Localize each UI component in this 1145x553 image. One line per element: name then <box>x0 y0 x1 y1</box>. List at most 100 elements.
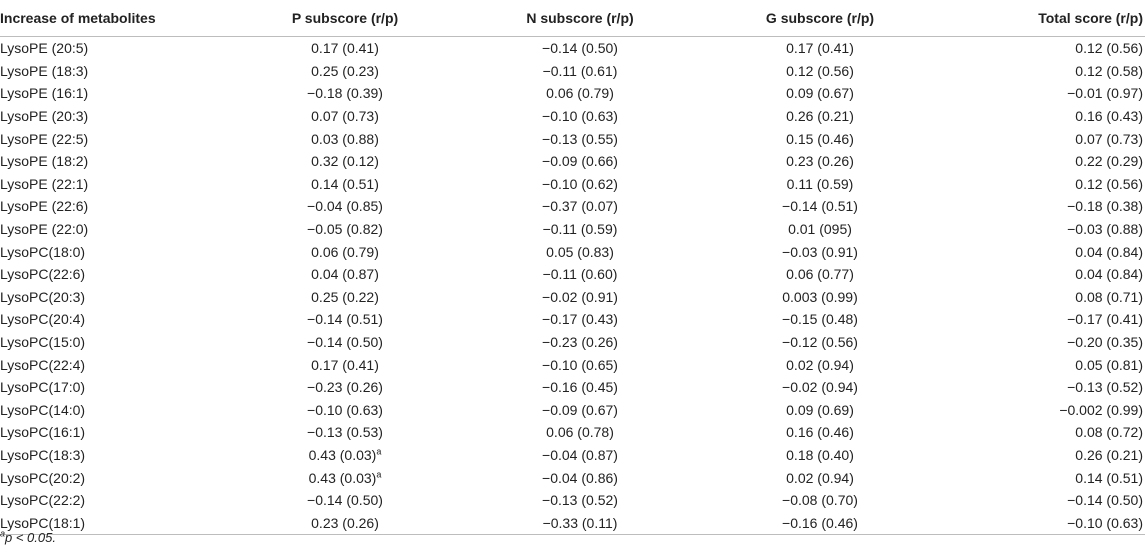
cell-g-subscore-text: −0.12 (0.56) <box>782 334 858 351</box>
cell-p-subscore: −0.18 (0.39) <box>230 82 460 105</box>
cell-n-subscore: −0.17 (0.43) <box>460 308 700 331</box>
cell-p-subscore: 0.25 (0.23) <box>230 60 460 83</box>
cell-n-subscore-text: −0.09 (0.66) <box>542 153 618 170</box>
cell-n-subscore-text: −0.37 (0.07) <box>542 198 618 215</box>
header-g-subscore: G subscore (r/p) <box>700 0 940 37</box>
cell-p-subscore: 0.03 (0.88) <box>230 127 460 150</box>
cell-n-subscore-text: −0.17 (0.43) <box>542 311 618 328</box>
cell-metabolite-text: LysoPC(22:6) <box>0 266 86 283</box>
table-row: LysoPC(16:1) −0.13 (0.53) 0.06 (0.78) 0.16 … <box>0 421 1145 444</box>
cell-total-score-text: 0.26 (0.21) <box>1075 446 1143 463</box>
cell-n-subscore: −0.11 (0.61) <box>460 60 700 83</box>
cell-g-subscore: −0.16 (0.46) <box>700 511 940 536</box>
cell-metabolite-text: LysoPE (22:5) <box>0 130 89 147</box>
cell-g-subscore: 0.02 (0.94) <box>700 466 940 489</box>
cell-g-subscore: 0.18 (0.40) <box>700 444 940 467</box>
cell-metabolite-text: LysoPE (18:3) <box>0 62 89 79</box>
cell-p-subscore-text: 0.23 (0.26) <box>311 514 379 531</box>
cell-p-subscore: 0.17 (0.41) <box>230 37 460 60</box>
cell-metabolite: LysoPE (18:2) <box>0 150 230 173</box>
table-body: LysoPE (20:5) 0.17 (0.41) −0.14 (0.50) 0.17… <box>0 37 1145 536</box>
table-row: LysoPC(18:1) 0.23 (0.26) −0.33 (0.11) −0.16… <box>0 511 1145 536</box>
cell-g-subscore-text: 0.15 (0.46) <box>786 130 854 147</box>
cell-g-subscore: 0.09 (0.69) <box>700 399 940 422</box>
cell-metabolite-text: LysoPC(22:4) <box>0 356 86 373</box>
cell-g-subscore-text: 0.02 (0.94) <box>786 469 854 486</box>
cell-g-subscore: 0.003 (0.99) <box>700 286 940 309</box>
table-row: LysoPE (20:5) 0.17 (0.41) −0.14 (0.50) 0.17… <box>0 37 1145 60</box>
cell-n-subscore: −0.04 (0.87) <box>460 444 700 467</box>
cell-metabolite: LysoPE (22:1) <box>0 173 230 196</box>
table-row: LysoPC(17:0) −0.23 (0.26) −0.16 (0.45) −0.0… <box>0 376 1145 399</box>
cell-n-subscore-text: 0.06 (0.78) <box>546 424 614 441</box>
cell-p-subscore-text: 0.25 (0.22) <box>311 288 379 305</box>
cell-g-subscore-text: −0.03 (0.91) <box>782 243 858 260</box>
table-row: LysoPC(22:4) 0.17 (0.41) −0.10 (0.65) 0.02 … <box>0 353 1145 376</box>
cell-g-subscore-text: 0.18 (0.40) <box>786 446 854 463</box>
cell-g-subscore: 0.26 (0.21) <box>700 105 940 128</box>
cell-total-score: −0.18 (0.38) <box>940 195 1145 218</box>
cell-p-subscore: 0.32 (0.12) <box>230 150 460 173</box>
cell-n-subscore: −0.02 (0.91) <box>460 286 700 309</box>
cell-n-subscore-text: −0.04 (0.86) <box>542 469 618 486</box>
cell-n-subscore-text: −0.10 (0.62) <box>542 175 618 192</box>
table-row: LysoPC(18:0) 0.06 (0.79) 0.05 (0.83) −0.03 … <box>0 240 1145 263</box>
cell-metabolite-text: LysoPC(18:0) <box>0 243 86 260</box>
cell-metabolite: LysoPC(20:2) <box>0 466 230 489</box>
cell-total-score-text: 0.07 (0.73) <box>1075 130 1143 147</box>
cell-p-subscore: 0.06 (0.79) <box>230 240 460 263</box>
cell-n-subscore-text: −0.11 (0.60) <box>542 266 618 283</box>
cell-total-score-text: −0.18 (0.38) <box>1067 198 1143 215</box>
significance-marker: a <box>376 468 382 479</box>
cell-p-subscore-text: −0.04 (0.85) <box>307 198 383 215</box>
cell-metabolite: LysoPC(20:3) <box>0 286 230 309</box>
cell-p-subscore-text: −0.23 (0.26) <box>307 379 383 396</box>
cell-total-score: 0.08 (0.71) <box>940 286 1145 309</box>
cell-p-subscore: 0.14 (0.51) <box>230 173 460 196</box>
cell-metabolite: LysoPC(18:1) <box>0 511 230 536</box>
cell-p-subscore-text: 0.07 (0.73) <box>311 108 379 125</box>
cell-metabolite-text: LysoPE (22:6) <box>0 198 89 215</box>
table-row: LysoPC(15:0) −0.14 (0.50) −0.23 (0.26) −0.1… <box>0 331 1145 354</box>
cell-g-subscore-text: −0.16 (0.46) <box>782 514 858 531</box>
cell-n-subscore: 0.06 (0.78) <box>460 421 700 444</box>
cell-p-subscore: −0.10 (0.63) <box>230 399 460 422</box>
table-row: LysoPE (22:1) 0.14 (0.51) −0.10 (0.62) 0.11… <box>0 173 1145 196</box>
cell-metabolite: LysoPC(16:1) <box>0 421 230 444</box>
cell-p-subscore-text: 0.03 (0.88) <box>311 130 379 147</box>
cell-p-subscore-text: 0.17 (0.41) <box>311 356 379 373</box>
table-row: LysoPE (20:3) 0.07 (0.73) −0.10 (0.63) 0.26… <box>0 105 1145 128</box>
cell-total-score: 0.22 (0.29) <box>940 150 1145 173</box>
cell-g-subscore-text: 0.06 (0.77) <box>786 266 854 283</box>
cell-total-score: −0.10 (0.63) <box>940 511 1145 536</box>
cell-metabolite: LysoPE (22:0) <box>0 218 230 241</box>
cell-p-subscore: 0.17 (0.41) <box>230 353 460 376</box>
cell-g-subscore: −0.08 (0.70) <box>700 489 940 512</box>
cell-g-subscore: 0.06 (0.77) <box>700 263 940 286</box>
cell-p-subscore-text: −0.18 (0.39) <box>307 85 383 102</box>
cell-metabolite-text: LysoPC(20:3) <box>0 288 86 305</box>
cell-n-subscore-text: −0.13 (0.55) <box>542 130 618 147</box>
cell-g-subscore: −0.02 (0.94) <box>700 376 940 399</box>
cell-metabolite: LysoPE (16:1) <box>0 82 230 105</box>
cell-metabolite: LysoPE (18:3) <box>0 60 230 83</box>
cell-total-score-text: 0.12 (0.56) <box>1075 175 1143 192</box>
cell-total-score: −0.20 (0.35) <box>940 331 1145 354</box>
correlation-table: Increase of metabolites P subscore (r/p)… <box>0 0 1145 536</box>
cell-p-subscore: −0.23 (0.26) <box>230 376 460 399</box>
cell-g-subscore: 0.12 (0.56) <box>700 60 940 83</box>
cell-total-score: 0.16 (0.43) <box>940 105 1145 128</box>
cell-metabolite-text: LysoPC(22:2) <box>0 492 86 509</box>
cell-p-subscore-text: 0.25 (0.23) <box>311 62 379 79</box>
cell-n-subscore-text: −0.10 (0.65) <box>542 356 618 373</box>
cell-total-score-text: 0.12 (0.58) <box>1075 62 1143 79</box>
table-row: LysoPC(22:6) 0.04 (0.87) −0.11 (0.60) 0.06 … <box>0 263 1145 286</box>
table-row: LysoPE (22:6) −0.04 (0.85) −0.37 (0.07) −0.… <box>0 195 1145 218</box>
cell-p-subscore-text: 0.32 (0.12) <box>311 153 379 170</box>
cell-metabolite-text: LysoPC(18:3) <box>0 446 86 463</box>
cell-n-subscore-text: −0.11 (0.61) <box>542 62 618 79</box>
cell-metabolite-text: LysoPC(16:1) <box>0 424 86 441</box>
cell-g-subscore-text: 0.003 (0.99) <box>782 288 858 305</box>
cell-p-subscore-text: −0.14 (0.51) <box>307 311 383 328</box>
cell-total-score-text: 0.04 (0.84) <box>1075 243 1143 260</box>
